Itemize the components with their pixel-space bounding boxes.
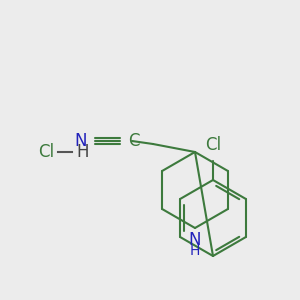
Text: N: N [74,132,87,150]
Text: Cl: Cl [38,143,54,161]
Text: H: H [190,244,200,258]
Text: Cl: Cl [205,136,221,154]
Text: N: N [189,231,201,249]
Text: C: C [128,132,140,150]
Text: H: H [76,143,88,161]
